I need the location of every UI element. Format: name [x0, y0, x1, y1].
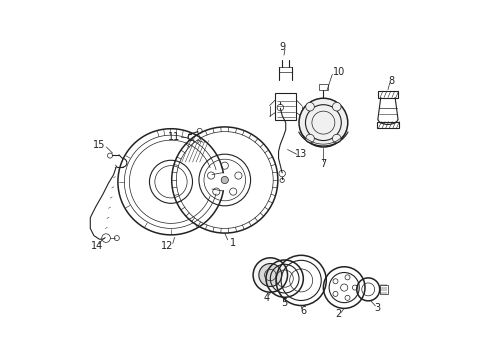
Bar: [319, 84, 327, 90]
Text: 5: 5: [281, 298, 287, 308]
Circle shape: [332, 102, 340, 111]
Text: 10: 10: [333, 67, 345, 77]
Bar: [279, 67, 292, 72]
Text: 15: 15: [93, 140, 105, 150]
Text: 13: 13: [294, 149, 306, 159]
Text: 14: 14: [91, 241, 103, 251]
Text: 12: 12: [161, 241, 173, 251]
Bar: [377, 91, 397, 98]
Circle shape: [221, 176, 228, 184]
Circle shape: [305, 134, 314, 143]
Text: 1: 1: [229, 238, 235, 248]
Circle shape: [258, 264, 281, 287]
Text: 6: 6: [299, 306, 305, 316]
Text: 3: 3: [373, 303, 380, 313]
Bar: [379, 285, 387, 294]
Text: 7: 7: [320, 159, 326, 169]
Circle shape: [305, 102, 314, 111]
Text: 2: 2: [335, 310, 341, 319]
Text: 4: 4: [263, 293, 269, 303]
Circle shape: [298, 98, 347, 147]
Bar: [274, 93, 296, 120]
Bar: [376, 122, 398, 128]
Text: 8: 8: [387, 76, 394, 86]
Circle shape: [253, 258, 287, 292]
Circle shape: [332, 134, 340, 143]
Text: 11: 11: [168, 132, 181, 142]
Text: 9: 9: [279, 42, 285, 52]
